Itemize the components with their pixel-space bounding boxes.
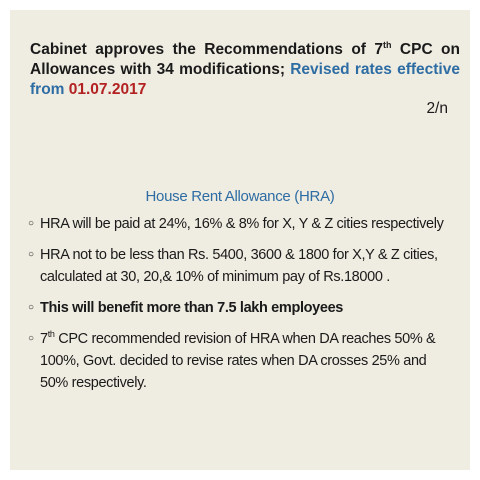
list-item: ○ This will benefit more than 7.5 lakh e… (28, 297, 462, 319)
list-item-text: This will benefit more than 7.5 lakh emp… (40, 300, 343, 316)
list-item: ○ HRA not to be less than Rs. 5400, 3600… (28, 244, 462, 288)
page-number: 2/n (426, 100, 448, 118)
bullet-icon: ○ (28, 328, 34, 350)
list-item: ○ 7th CPC recommended revision of HRA wh… (28, 328, 462, 394)
header-highlight: from (30, 81, 69, 98)
header-highlight: Revised rates effective (290, 61, 460, 78)
bullet-icon: ○ (28, 213, 34, 235)
superscript: th (383, 40, 392, 50)
list-item-text: HRA will be paid at 24%, 16% & 8% for X,… (40, 216, 444, 232)
header-line-1: Cabinet approves the Recommendations of … (30, 40, 460, 60)
slide-header: Cabinet approves the Recommendations of … (30, 40, 460, 100)
header-line-2: Allowances with 34 modifications; Revise… (30, 60, 460, 80)
list-item-text: CPC recommended revision of HRA when DA … (55, 331, 436, 347)
effective-date: 01.07.2017 (69, 81, 147, 98)
list-item-text: 100%, Govt. decided to revise rates when… (40, 353, 426, 369)
slide: Cabinet approves the Recommendations of … (10, 10, 470, 470)
list-item-text: 50% respectively. (40, 375, 147, 391)
list-item-text: HRA not to be less than Rs. 5400, 3600 &… (40, 247, 438, 263)
bullet-icon: ○ (28, 244, 34, 266)
header-text: Cabinet approves the Recommendations of … (30, 41, 383, 58)
bullet-list: ○ HRA will be paid at 24%, 16% & 8% for … (28, 213, 462, 403)
header-text: CPC on (392, 41, 461, 58)
list-item: ○ HRA will be paid at 24%, 16% & 8% for … (28, 213, 462, 235)
header-text: Allowances with 34 modifications; (30, 61, 290, 78)
superscript: th (48, 329, 55, 339)
header-line-3: from 01.07.2017 (30, 80, 460, 100)
section-title: House Rent Allowance (HRA) (10, 188, 470, 205)
list-item-text: calculated at 30, 20,& 10% of minimum pa… (40, 269, 390, 285)
bullet-icon: ○ (28, 297, 34, 319)
list-item-text: 7 (40, 331, 48, 347)
